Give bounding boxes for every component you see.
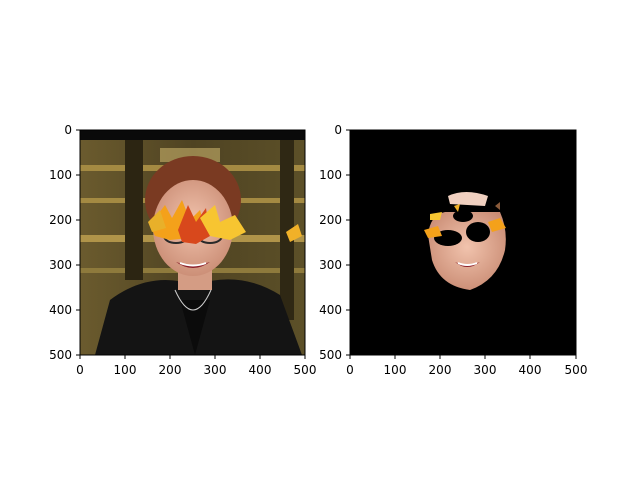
y-tick-label: 500 bbox=[49, 348, 72, 362]
y-tick-label: 200 bbox=[49, 213, 72, 227]
x-tick-label: 500 bbox=[294, 363, 317, 377]
left-image-panel: 0 100 200 300 400 500 0 100 200 300 400 … bbox=[49, 123, 316, 377]
y-tick-label: 200 bbox=[319, 213, 342, 227]
x-tick-label: 200 bbox=[429, 363, 452, 377]
x-tick-label: 400 bbox=[249, 363, 272, 377]
x-tick-label: 100 bbox=[384, 363, 407, 377]
left-axes-frame bbox=[79, 129, 306, 356]
x-tick-label: 300 bbox=[474, 363, 497, 377]
y-tick-label: 300 bbox=[319, 258, 342, 272]
right-mask-image bbox=[350, 130, 576, 355]
y-tick-label: 500 bbox=[319, 348, 342, 362]
x-tick-label: 0 bbox=[76, 363, 84, 377]
right-axes-frame bbox=[349, 129, 577, 356]
left-photo bbox=[80, 130, 305, 355]
x-tick-label: 0 bbox=[346, 363, 354, 377]
left-x-axis: 0 100 200 300 400 500 bbox=[76, 355, 316, 377]
x-tick-label: 500 bbox=[565, 363, 588, 377]
x-tick-label: 300 bbox=[204, 363, 227, 377]
right-y-axis: 0 100 200 300 400 500 bbox=[319, 123, 350, 362]
x-tick-label: 200 bbox=[159, 363, 182, 377]
right-x-axis: 0 100 200 300 400 500 bbox=[346, 355, 587, 377]
x-tick-label: 100 bbox=[114, 363, 137, 377]
y-tick-label: 400 bbox=[319, 303, 342, 317]
x-tick-label: 400 bbox=[519, 363, 542, 377]
left-y-axis: 0 100 200 300 400 500 bbox=[49, 123, 80, 362]
y-tick-label: 100 bbox=[49, 168, 72, 182]
y-tick-label: 100 bbox=[319, 168, 342, 182]
y-tick-label: 300 bbox=[49, 258, 72, 272]
leaf-overlay bbox=[148, 200, 302, 244]
right-image-panel: 0 100 200 300 400 500 0 100 200 300 400 … bbox=[319, 123, 587, 377]
y-tick-label: 0 bbox=[64, 123, 72, 137]
y-tick-label: 400 bbox=[49, 303, 72, 317]
y-tick-label: 0 bbox=[334, 123, 342, 137]
